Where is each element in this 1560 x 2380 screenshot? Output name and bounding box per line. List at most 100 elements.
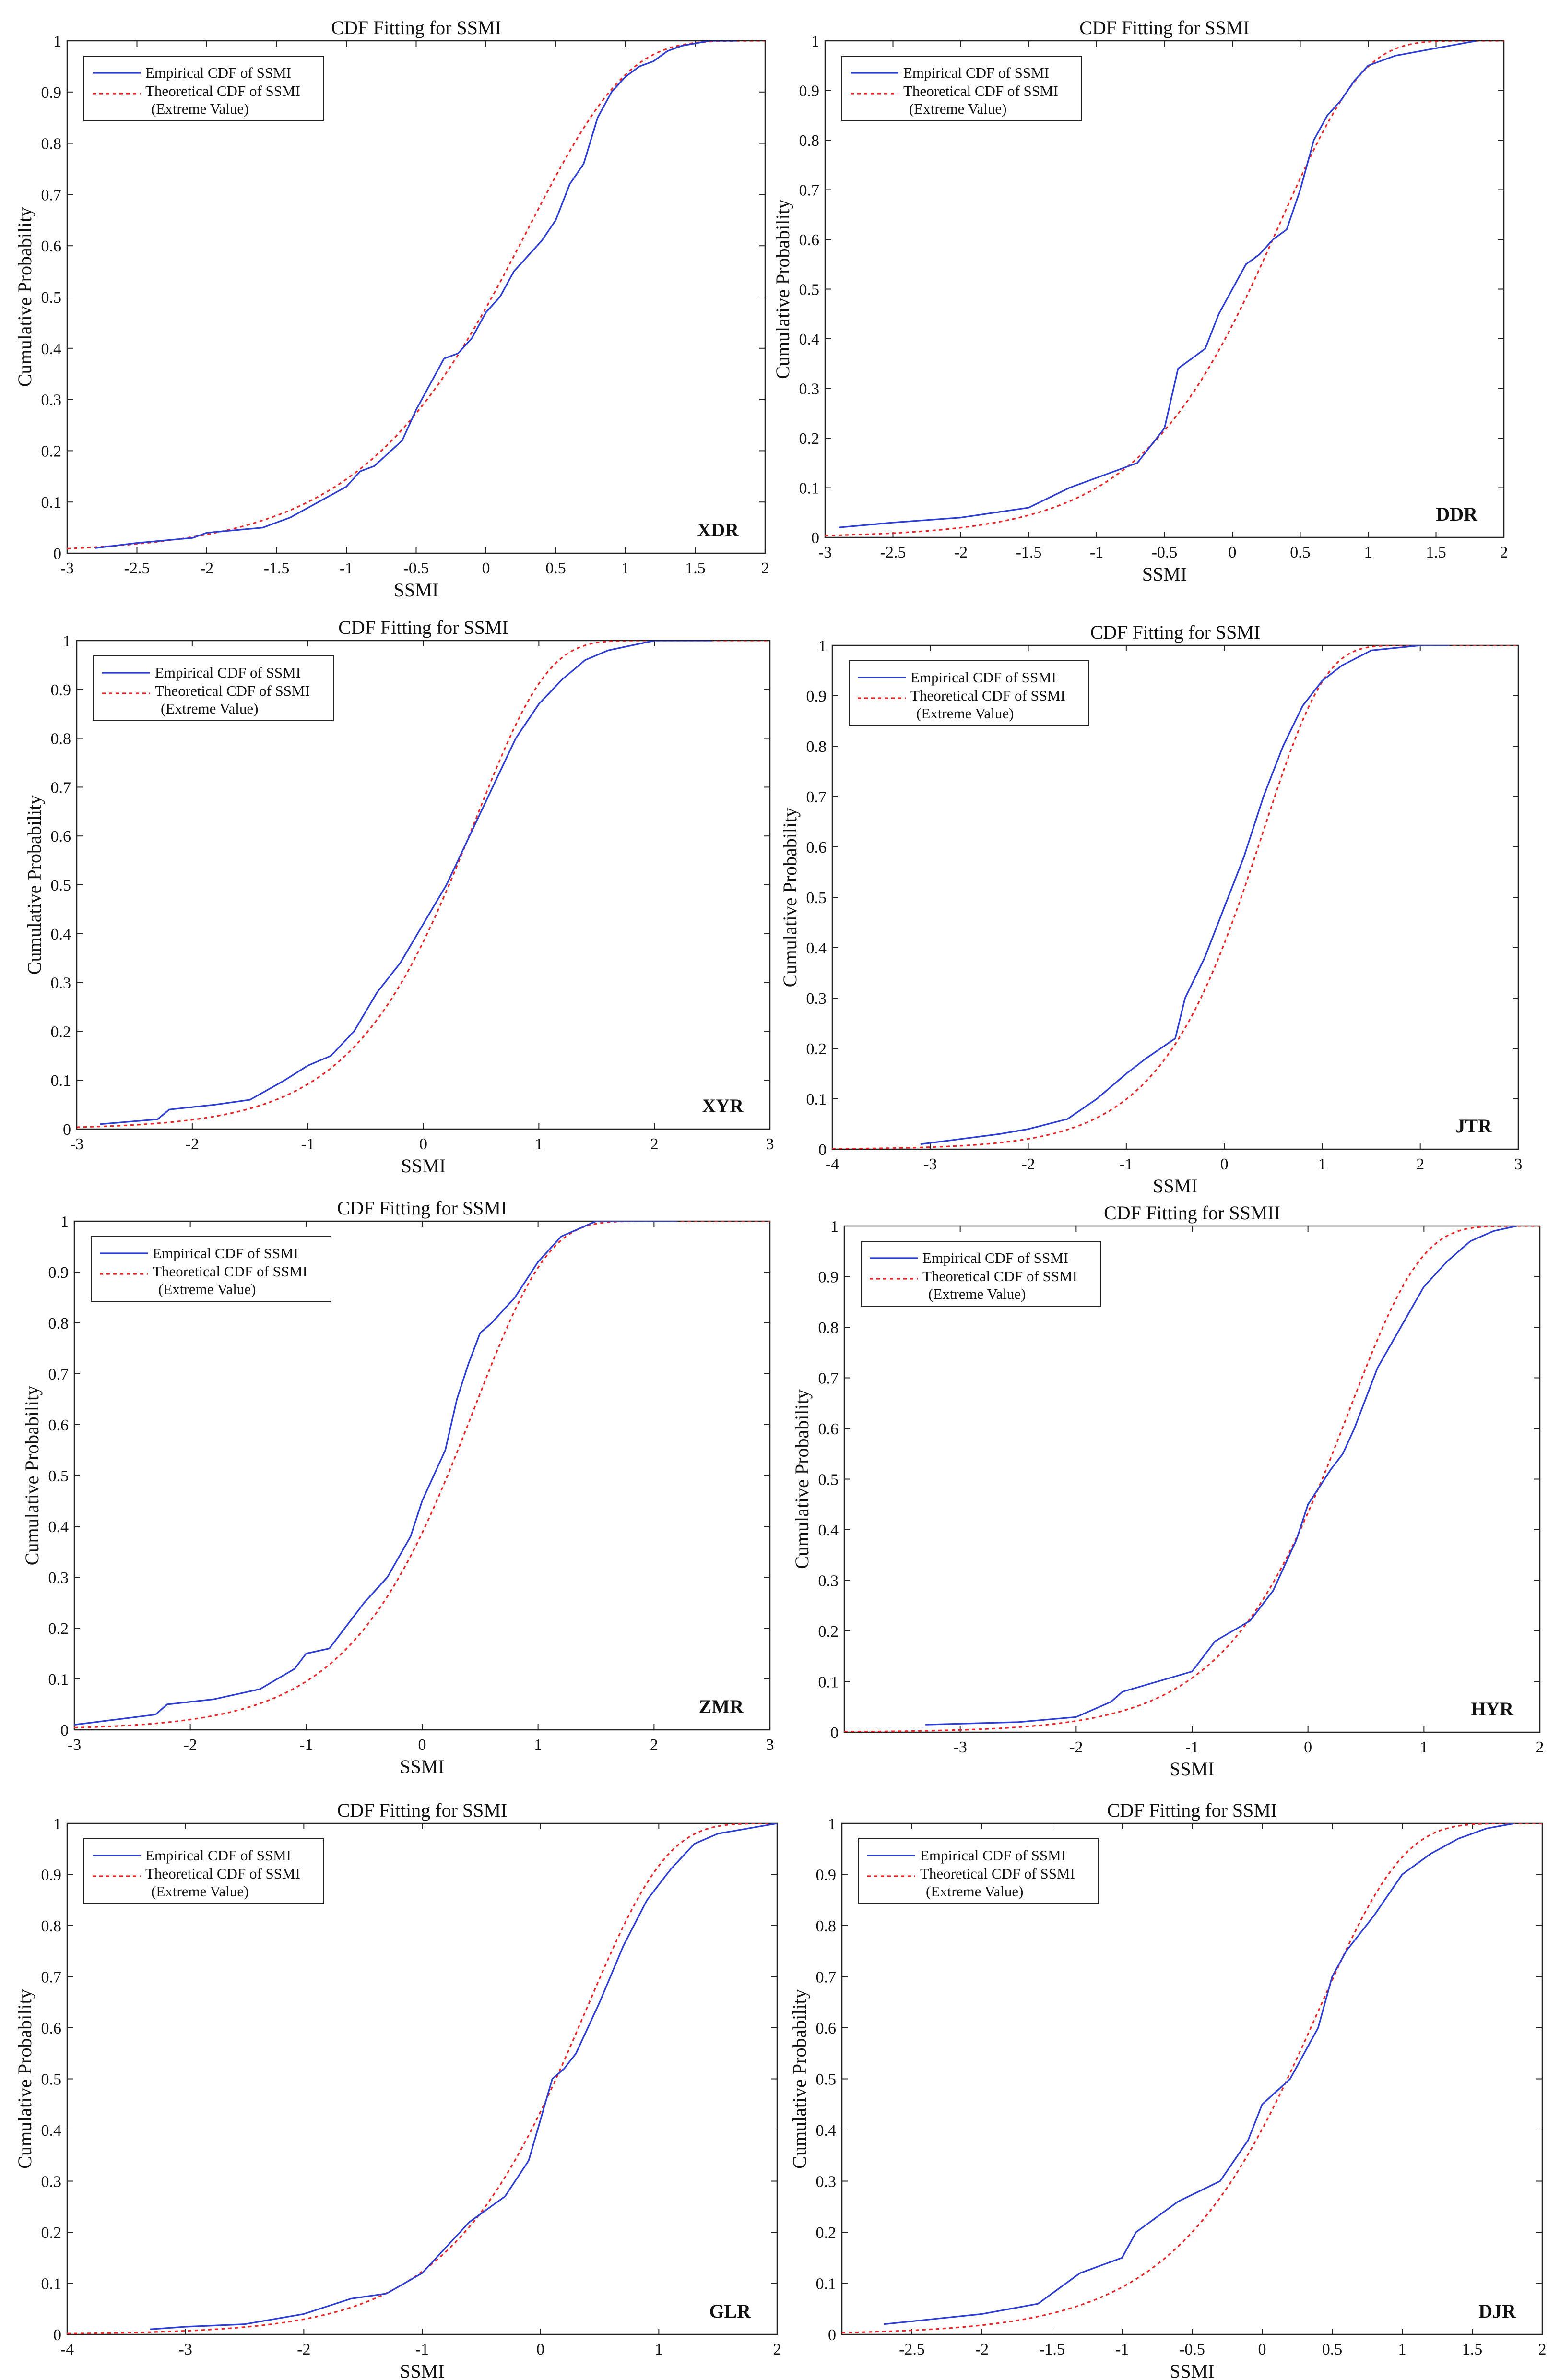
x-tick-label: 2 (1500, 544, 1508, 561)
y-tick-label: 0.6 (51, 828, 71, 845)
x-tick-label: -2.5 (880, 544, 906, 561)
x-tick-label: -1 (1185, 1738, 1199, 1756)
y-tick-label: 0.2 (51, 1023, 71, 1041)
legend-empirical-label: Empirical CDF of SSMI (155, 664, 301, 681)
cdf-panel-hyr: CDF Fitting for SSMII 0 0.1 0.2 0.3 0.4 0.5 0.6… (791, 1202, 1544, 1780)
y-tick-label: 1 (60, 1213, 69, 1231)
y-tick-label: 0.4 (799, 331, 820, 348)
y-tick-label: 0.7 (818, 1370, 839, 1388)
site-label: ZMR (699, 1696, 744, 1717)
y-tick-label: 0.1 (41, 494, 62, 512)
y-tick-label: 0.2 (816, 2224, 837, 2242)
y-tick-label: 0.1 (818, 1674, 839, 1691)
theoretical-cdf-curve (842, 1823, 1542, 2333)
x-tick-label: -3 (818, 544, 832, 561)
site-label: XDR (697, 519, 739, 541)
x-tick-label: -1.5 (1016, 544, 1042, 561)
y-tick-label: 0.5 (818, 1471, 839, 1489)
x-tick-label: 0.5 (1290, 544, 1311, 561)
legend-box (83, 1838, 324, 1904)
site-label: DDR (1436, 503, 1478, 525)
y-tick-label: 0.9 (41, 84, 62, 102)
y-tick-label: 0.6 (799, 231, 820, 249)
y-tick-label: 0.3 (41, 392, 62, 409)
empirical-cdf-curve (920, 645, 1450, 1145)
y-tick-label: 0.6 (818, 1420, 839, 1438)
x-tick-label: 2 (1416, 1155, 1424, 1173)
legend-empirical-label: Empirical CDF of SSMI (145, 64, 291, 81)
x-tick-label: -1 (1115, 2341, 1129, 2358)
chart-title: CDF Fitting for SSMI (1090, 621, 1261, 643)
cdf-panel-xyr: CDF Fitting for SSMI 0 0.1 0.2 0.3 0.4 0.5 0.6 0… (24, 617, 774, 1177)
y-tick-label: 0.2 (806, 1040, 827, 1058)
site-label: HYR (1471, 1698, 1514, 1720)
y-tick-label: 0.1 (816, 2275, 837, 2293)
y-tick-label: 0.4 (818, 1522, 839, 1539)
y-tick-label: 0 (53, 2326, 61, 2344)
y-tick-label: 0.4 (51, 926, 71, 943)
y-tick-label: 0.7 (816, 1969, 837, 1987)
x-tick-label: -2 (1069, 1738, 1083, 1756)
legend-extreme-value-label: (Extreme Value) (158, 1281, 256, 1297)
legend-box (841, 56, 1082, 121)
empirical-cdf-curve (925, 1226, 1517, 1726)
x-tick-label: 1 (622, 559, 630, 577)
y-tick-label: 0.3 (806, 990, 827, 1008)
legend-extreme-value-label: (Extreme Value) (151, 1883, 248, 1900)
x-tick-label: 2 (773, 2341, 781, 2358)
y-tick-label: 0.3 (818, 1572, 839, 1590)
y-tick-label: 0.8 (48, 1315, 69, 1333)
x-tick-label: 0 (418, 1736, 426, 1754)
chart-title: CDF Fitting for SSMI (1107, 1799, 1277, 1821)
x-tick-label: -1 (340, 559, 353, 577)
legend-box (93, 655, 334, 721)
x-tick-label: 1 (1398, 2341, 1406, 2358)
y-tick-label: 0.8 (816, 1917, 837, 1935)
y-tick-label: 0.7 (41, 1969, 62, 1987)
x-tick-label: 3 (766, 1736, 774, 1754)
x-tick-label: -2.5 (124, 559, 150, 577)
y-tick-label: 0.4 (41, 2122, 62, 2140)
legend-extreme-value-label: (Extreme Value) (151, 100, 248, 117)
x-tick-label: -2.5 (899, 2341, 925, 2358)
y-tick-label: 0.5 (799, 281, 820, 299)
legend-empirical-label: Empirical CDF of SSMI (920, 1847, 1066, 1864)
x-tick-label: -1 (299, 1736, 313, 1754)
x-tick-label: -1.5 (1039, 2341, 1065, 2358)
cdf-panel-xdr: CDF Fitting for SSMI 0 0.1 0.2 0.3 0.4 0.5 0.6 0… (14, 17, 769, 601)
x-tick-label: -1 (1120, 1155, 1133, 1173)
legend-empirical-label: Empirical CDF of SSMI (145, 1847, 291, 1864)
y-tick-label: 1 (818, 637, 827, 655)
x-tick-label: 0 (1304, 1738, 1312, 1756)
x-tick-label: -3 (70, 1135, 83, 1153)
y-tick-label: 0.2 (41, 442, 62, 460)
legend-extreme-value-label: (Extreme Value) (928, 1285, 1026, 1302)
x-tick-label: 2 (1536, 1738, 1544, 1756)
y-axis-label: Cumulative Probability (14, 1989, 35, 2168)
x-tick-label: -1 (415, 2341, 429, 2358)
x-tick-label: -2 (297, 2341, 310, 2358)
x-tick-label: 0.5 (1322, 2341, 1343, 2358)
x-tick-label: 1 (535, 1135, 543, 1153)
chart-title: CDF Fitting for SSMI (338, 617, 508, 638)
legend-theoretical-label: Theoretical CDF of SSMI (153, 1263, 307, 1280)
empirical-cdf-curve (100, 641, 712, 1125)
site-label: JTR (1455, 1115, 1492, 1137)
y-axis-label: Cumulative Probability (21, 1386, 43, 1565)
legend-empirical-label: Empirical CDF of SSMI (922, 1250, 1068, 1266)
legend-theoretical-label: Theoretical CDF of SSMI (145, 1865, 300, 1882)
y-tick-label: 0 (53, 545, 61, 563)
y-tick-label: 1 (830, 1218, 839, 1236)
x-tick-label: -2 (200, 559, 213, 577)
x-tick-label: 1.5 (685, 559, 706, 577)
y-tick-label: 0.5 (816, 2071, 837, 2089)
y-tick-label: 1 (53, 33, 61, 50)
x-axis-label: SSMI (1170, 2360, 1214, 2380)
y-tick-label: 0 (811, 529, 819, 547)
theoretical-cdf-curve (77, 641, 770, 1128)
